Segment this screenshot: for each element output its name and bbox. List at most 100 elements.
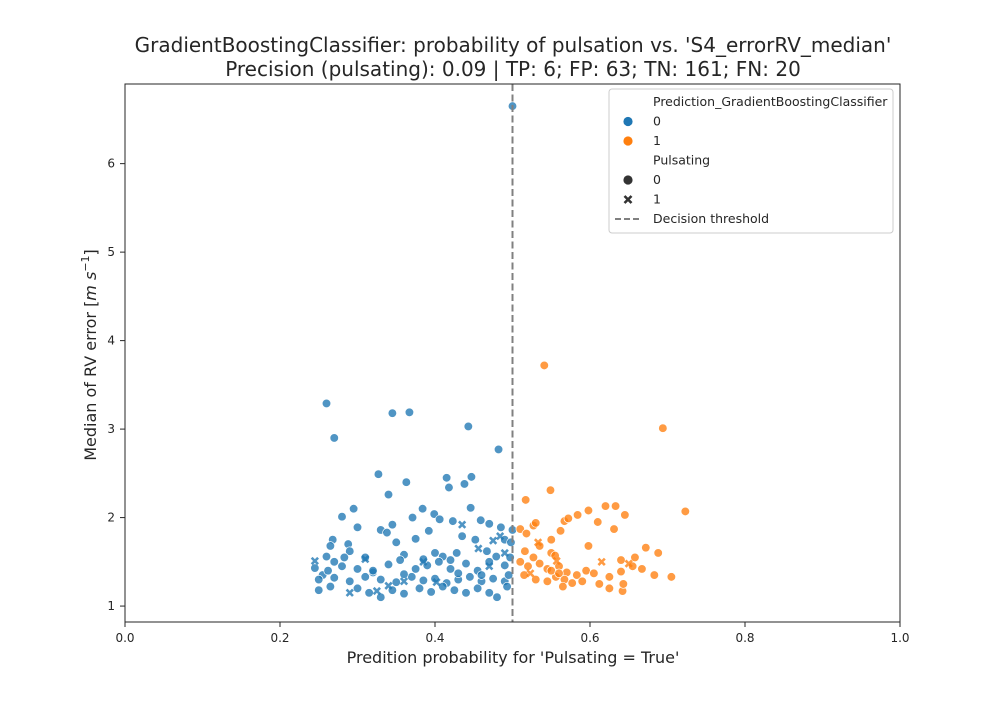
data-point	[410, 534, 421, 544]
legend: Prediction_GradientBoostingClassifier 0 1 P…	[608, 88, 894, 234]
data-point-pulsating	[474, 544, 483, 553]
legend-hue-title: Prediction_GradientBoostingClassifier	[653, 94, 888, 109]
data-point-pulsating	[533, 538, 543, 547]
data-point	[583, 505, 594, 516]
data-point	[364, 588, 374, 598]
data-point	[680, 506, 690, 517]
data-point	[503, 570, 514, 580]
data-point	[360, 572, 370, 582]
legend-label: 0	[653, 172, 661, 187]
y-tick-label: 4	[107, 334, 115, 348]
data-point	[457, 531, 467, 541]
y-tick-label: 5	[107, 245, 115, 259]
y-axis-label-exponent: −1	[79, 255, 92, 271]
legend-marker	[623, 175, 633, 185]
data-point	[376, 592, 386, 602]
data-point-pulsating	[372, 586, 381, 596]
data-point	[391, 577, 401, 587]
legend-marker	[623, 195, 633, 204]
data-point	[572, 510, 583, 520]
data-point	[321, 551, 332, 562]
data-point	[581, 566, 591, 576]
data-point	[546, 535, 556, 545]
data-point	[616, 566, 626, 577]
legend-threshold-label: Decision threshold	[653, 211, 769, 226]
data-point	[545, 485, 556, 495]
legend-style-title: Pulsating	[653, 153, 710, 168]
legend-label: 1	[653, 192, 661, 207]
x-tick-label: 1.0	[890, 631, 909, 645]
data-point-pulsating	[361, 555, 370, 564]
data-point	[459, 479, 470, 489]
data-point	[555, 526, 566, 536]
data-point-pulsating	[432, 578, 441, 587]
x-tick-label: 0.2	[270, 631, 289, 645]
y-axis-label-units: m s	[81, 272, 100, 301]
data-point	[325, 541, 336, 551]
legend-box	[608, 88, 894, 234]
data-point	[572, 570, 582, 580]
data-point	[430, 548, 440, 558]
data-point	[352, 583, 363, 594]
data-point-pulsating	[458, 520, 467, 529]
data-point	[382, 527, 392, 538]
data-point	[637, 564, 647, 574]
data-point	[329, 573, 339, 583]
data-point-pulsating	[500, 548, 509, 558]
data-point	[345, 576, 355, 586]
data-point	[329, 433, 339, 443]
data-point	[496, 522, 506, 532]
data-point	[521, 495, 531, 505]
data-point	[558, 581, 568, 592]
data-point	[620, 510, 630, 520]
data-point	[472, 583, 483, 594]
data-point	[465, 572, 475, 582]
data-point	[604, 583, 615, 594]
chart-title: GradientBoostingClassifier: probability …	[135, 33, 892, 57]
data-point	[577, 576, 587, 586]
data-point	[461, 558, 471, 569]
data-point	[484, 519, 494, 529]
data-point	[653, 548, 663, 558]
legend-label: 0	[653, 114, 661, 129]
data-point	[658, 423, 668, 433]
data-point	[410, 564, 421, 574]
data-point	[399, 569, 409, 579]
y-axis-label-suffix: ]	[81, 249, 100, 255]
data-point-pulsating	[384, 581, 393, 590]
x-tick-label: 0.8	[735, 631, 754, 645]
data-point-pulsating	[526, 569, 535, 578]
data-point	[554, 568, 564, 578]
data-point	[452, 548, 462, 558]
data-point	[531, 518, 541, 528]
data-point	[461, 588, 471, 598]
data-point	[546, 566, 556, 576]
data-point	[368, 566, 378, 576]
data-point	[444, 482, 454, 493]
data-point	[449, 585, 460, 595]
data-point-pulsating	[624, 559, 633, 568]
data-point	[610, 501, 621, 511]
data-point	[434, 557, 444, 567]
data-point	[329, 557, 339, 567]
data-point-pulsating	[419, 557, 428, 566]
data-point	[484, 588, 494, 598]
data-point	[466, 472, 477, 482]
data-point	[339, 552, 349, 563]
x-axis-label: Predition probability for 'Pulsating = T…	[347, 648, 680, 667]
data-point	[376, 574, 386, 585]
data-point	[502, 581, 512, 592]
data-point	[616, 555, 626, 565]
data-point-pulsating	[495, 532, 505, 541]
data-point	[414, 583, 425, 594]
y-tick-label: 6	[107, 157, 115, 171]
data-point	[515, 557, 525, 567]
data-point	[641, 543, 651, 553]
x-tick-label: 0.6	[580, 631, 599, 645]
data-point	[337, 512, 347, 522]
y-axis-label: Median of RV error [m s−1]	[79, 249, 100, 461]
data-point-pulsating	[485, 562, 494, 571]
data-point	[441, 473, 452, 483]
